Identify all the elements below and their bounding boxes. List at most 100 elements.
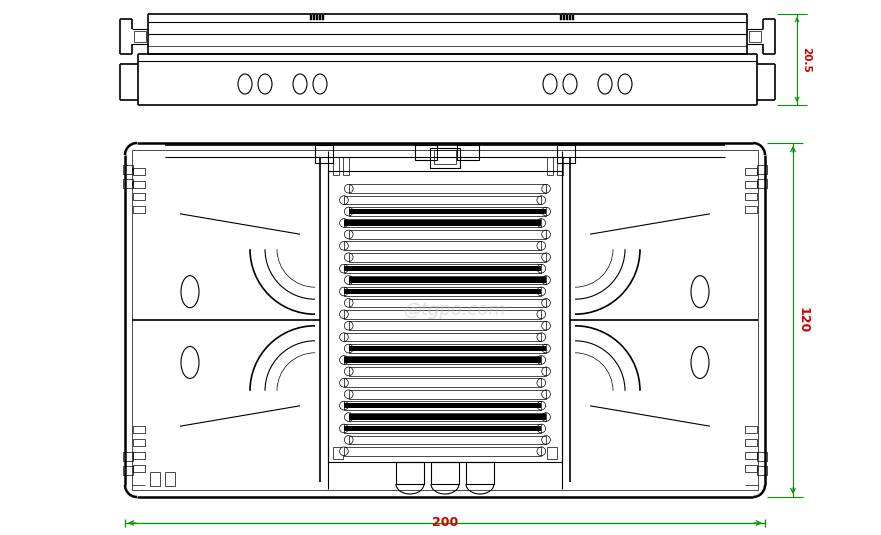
Text: 20.5: 20.5 — [801, 47, 811, 72]
Bar — [349, 344, 546, 353]
Ellipse shape — [293, 74, 307, 94]
Bar — [349, 185, 546, 193]
Bar — [415, 145, 437, 160]
Ellipse shape — [537, 241, 545, 250]
Bar — [547, 157, 553, 175]
Bar — [349, 346, 546, 351]
Bar — [344, 333, 541, 341]
Ellipse shape — [258, 74, 272, 94]
Ellipse shape — [339, 310, 348, 319]
Bar — [344, 426, 541, 431]
Ellipse shape — [691, 347, 709, 378]
Ellipse shape — [344, 322, 353, 330]
Bar — [313, 15, 315, 20]
Ellipse shape — [542, 276, 551, 285]
Text: @tgpo.com: @tgpo.com — [403, 301, 507, 319]
Ellipse shape — [238, 74, 252, 94]
Ellipse shape — [537, 424, 545, 433]
Ellipse shape — [339, 378, 348, 387]
Bar — [430, 148, 460, 168]
Bar — [123, 466, 133, 475]
Ellipse shape — [339, 196, 348, 204]
Bar — [344, 401, 541, 410]
Bar — [349, 230, 546, 239]
Bar — [569, 15, 571, 20]
Bar — [344, 356, 541, 364]
Bar — [123, 179, 133, 188]
Bar — [349, 299, 546, 307]
Bar — [457, 145, 479, 160]
Bar — [560, 15, 562, 20]
Ellipse shape — [542, 230, 551, 239]
Bar — [344, 241, 541, 250]
Bar — [349, 276, 546, 285]
Bar — [349, 322, 546, 330]
Ellipse shape — [598, 74, 612, 94]
Ellipse shape — [563, 74, 577, 94]
Ellipse shape — [537, 447, 545, 456]
Ellipse shape — [181, 276, 199, 308]
Bar — [133, 181, 145, 188]
Bar — [133, 452, 145, 459]
Ellipse shape — [344, 253, 353, 262]
Ellipse shape — [344, 207, 353, 216]
Ellipse shape — [542, 412, 551, 422]
Bar — [745, 193, 757, 200]
Bar — [165, 472, 175, 486]
Bar — [563, 15, 565, 20]
Bar — [572, 15, 574, 20]
Ellipse shape — [339, 219, 348, 227]
Bar — [133, 465, 145, 472]
Bar — [349, 412, 546, 422]
Bar — [319, 15, 321, 20]
Ellipse shape — [543, 74, 557, 94]
Ellipse shape — [344, 435, 353, 444]
Bar — [745, 168, 757, 175]
Ellipse shape — [339, 241, 348, 250]
Bar — [757, 452, 767, 461]
Bar — [349, 209, 546, 214]
Ellipse shape — [313, 74, 327, 94]
Bar — [344, 287, 541, 296]
Bar — [333, 157, 339, 175]
Bar — [431, 462, 459, 484]
Bar — [344, 220, 541, 226]
Bar — [557, 145, 575, 163]
Bar — [757, 165, 767, 174]
Bar — [349, 367, 546, 376]
Ellipse shape — [344, 185, 353, 193]
Ellipse shape — [537, 310, 545, 319]
Bar — [566, 15, 568, 20]
Bar — [344, 219, 541, 227]
Ellipse shape — [181, 347, 199, 378]
Ellipse shape — [542, 253, 551, 262]
Bar — [349, 415, 546, 419]
Bar — [757, 466, 767, 475]
Ellipse shape — [542, 390, 551, 399]
Ellipse shape — [344, 390, 353, 399]
Bar — [396, 462, 424, 484]
Bar — [349, 207, 546, 216]
Bar — [344, 378, 541, 387]
Bar — [745, 181, 757, 188]
Ellipse shape — [542, 435, 551, 444]
Bar — [757, 179, 767, 188]
Bar — [316, 15, 318, 20]
Bar — [349, 390, 546, 399]
Bar — [133, 193, 145, 200]
Bar — [123, 165, 133, 174]
Bar — [344, 357, 541, 363]
Bar — [745, 439, 757, 446]
Bar — [310, 15, 312, 20]
Bar — [150, 472, 160, 486]
Ellipse shape — [339, 333, 348, 341]
Bar — [344, 424, 541, 433]
Bar — [745, 206, 757, 213]
Ellipse shape — [339, 264, 348, 273]
Bar — [745, 452, 757, 459]
Bar — [123, 452, 133, 461]
Bar — [344, 310, 541, 319]
Bar — [349, 435, 546, 444]
Ellipse shape — [339, 287, 348, 296]
Bar — [322, 15, 324, 20]
